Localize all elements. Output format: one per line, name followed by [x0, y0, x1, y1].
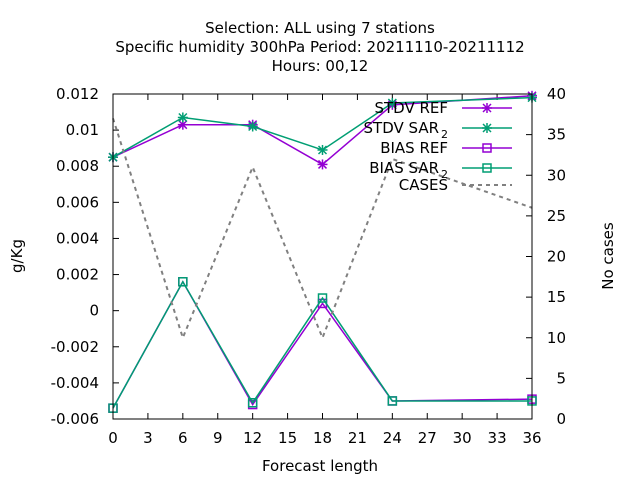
x-tick-label: 12 — [243, 429, 262, 447]
x-tick-label: 24 — [383, 429, 402, 447]
x-tick-label: 9 — [213, 429, 223, 447]
y2-tick-label: 0 — [556, 410, 566, 428]
legend-subscript: 2 — [441, 168, 448, 181]
legend-label: STDV SAR 2 — [364, 119, 448, 141]
data-point — [247, 398, 258, 408]
legend-marker — [482, 103, 492, 113]
y2-tick-label: 25 — [547, 207, 566, 225]
title-line-1: Selection: ALL using 7 stations — [205, 19, 435, 37]
data-point — [317, 293, 328, 303]
series-line-2 — [112, 280, 533, 409]
y-tick-label: 0.006 — [56, 193, 99, 211]
y-tick-label: -0.004 — [51, 374, 99, 392]
legend-marker — [482, 123, 492, 133]
y2-tick-label: 15 — [547, 288, 566, 306]
x-tick-label: 21 — [348, 429, 367, 447]
series-line-4 — [112, 118, 533, 341]
legend-label: CASES — [399, 176, 448, 194]
legend-label: BIAS REF — [380, 139, 448, 157]
x-tick-label: 30 — [453, 429, 472, 447]
title-line-2: Specific humidity 300hPa Period: 2021111… — [115, 38, 524, 56]
data-point — [317, 144, 328, 155]
x-tick-label: 27 — [418, 429, 437, 447]
y2-tick-label: 40 — [547, 85, 566, 103]
y-tick-label: 0 — [89, 302, 99, 320]
data-point — [387, 98, 398, 109]
y-tick-label: 0.002 — [56, 266, 99, 284]
chart-title: Selection: ALL using 7 stations Specific… — [115, 19, 524, 75]
x-tick-label: 6 — [178, 429, 188, 447]
y2-tick-label: 30 — [547, 166, 566, 184]
title-line-3: Hours: 00,12 — [272, 57, 369, 75]
y-tick-label: -0.006 — [51, 410, 99, 428]
legend-label: BIAS SAR 2 — [369, 159, 448, 181]
data-point — [247, 121, 258, 132]
x-tick-label: 36 — [522, 429, 541, 447]
legend-marker — [482, 163, 492, 173]
legend-marker — [482, 143, 492, 153]
series-line-0 — [112, 95, 533, 166]
series-line-1 — [112, 96, 533, 158]
data-point — [387, 396, 398, 406]
legend-subscript: 2 — [441, 128, 448, 141]
y-tick-label: 0.008 — [56, 157, 99, 175]
plot-area: 0 3 6 9 12 15 18 21 24 27 30 33 36-0.006-0.004-0.002… — [51, 85, 566, 447]
legend-label: STDV REF — [374, 99, 448, 117]
data-point — [317, 159, 328, 170]
x-tick-label: 18 — [313, 429, 332, 447]
data-point — [177, 112, 188, 123]
y-tick-label: -0.002 — [51, 338, 99, 356]
x-tick-label: 15 — [278, 429, 297, 447]
y-tick-label: 0.01 — [66, 121, 99, 139]
y2-axis-label: No cases — [599, 222, 617, 290]
y-tick-label: 0.012 — [56, 85, 99, 103]
y2-tick-label: 35 — [547, 126, 566, 144]
x-tick-label: 3 — [143, 429, 153, 447]
plot-frame — [112, 93, 533, 420]
y2-tick-label: 10 — [547, 329, 566, 347]
data-point — [178, 277, 188, 287]
x-axis-label: Forecast length — [262, 457, 378, 475]
y-tick-label: 0.004 — [56, 229, 99, 247]
y-axis-label: g/Kg — [8, 239, 26, 273]
y2-tick-label: 20 — [547, 248, 566, 266]
series-line-3 — [112, 280, 532, 409]
x-tick-label: 33 — [488, 429, 507, 447]
y2-tick-label: 5 — [556, 369, 566, 387]
x-tick-label: 0 — [108, 429, 118, 447]
